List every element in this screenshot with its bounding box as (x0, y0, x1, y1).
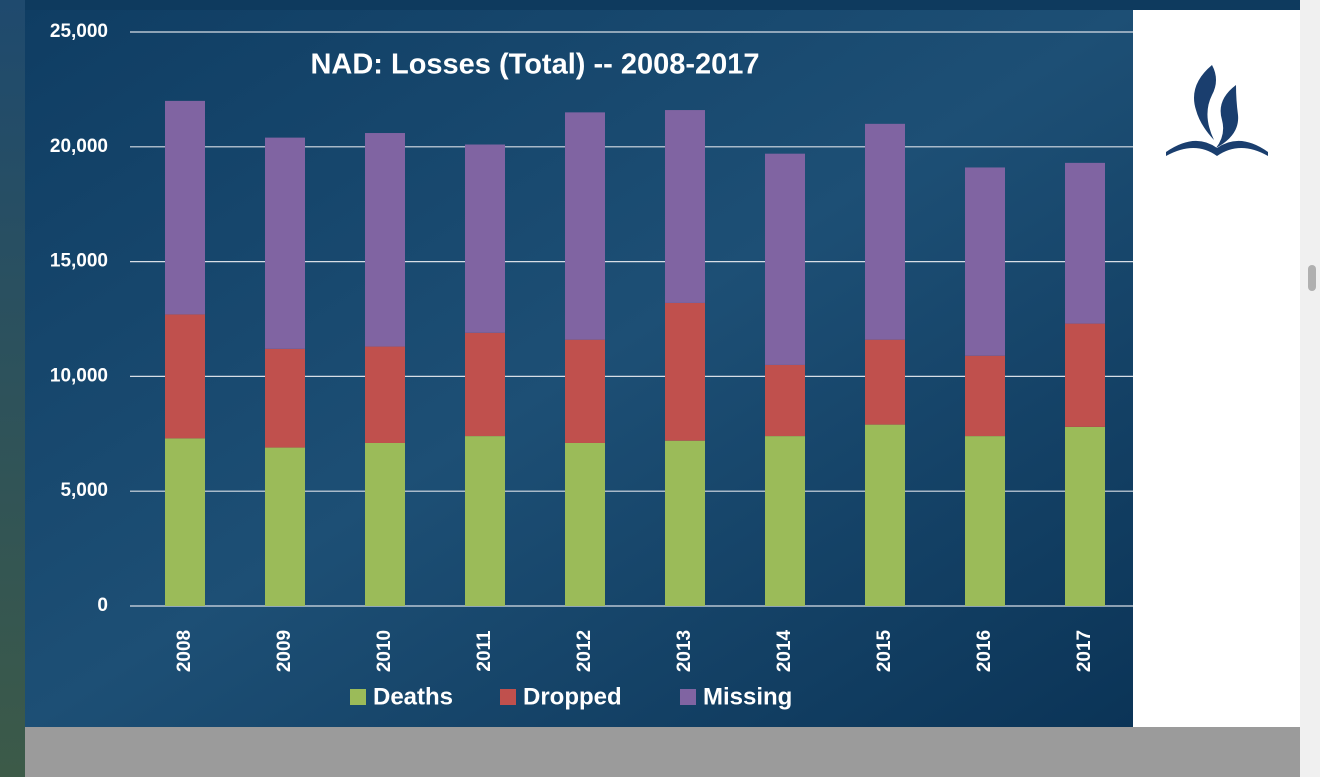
bottom-bar (25, 727, 1300, 777)
bar-segment (365, 347, 405, 443)
bar-segment (965, 356, 1005, 436)
x-tick-label: 2011 (474, 630, 495, 672)
bar-segment (165, 438, 205, 606)
bar-segment (465, 436, 505, 606)
y-tick-label: 5,000 (60, 480, 108, 501)
bar-segment (565, 112, 605, 339)
bar-segment (265, 349, 305, 448)
bar-segment (265, 138, 305, 349)
bar-segment (865, 425, 905, 606)
x-tick-label: 2013 (674, 630, 695, 672)
bar-segment (165, 101, 205, 315)
x-tick-label: 2010 (374, 630, 395, 672)
y-tick-label: 0 (97, 595, 108, 616)
bar-segment (765, 154, 805, 365)
bar-segment (365, 443, 405, 606)
y-tick-label: 25,000 (50, 21, 108, 42)
bar-segment (665, 303, 705, 441)
screen: NAD: Losses (Total) -- 2008-2017 0 5,000 1… (0, 0, 1320, 777)
scrollbar-track (1300, 0, 1320, 777)
bar-segment (1065, 324, 1105, 427)
bar-segment (165, 314, 205, 438)
legend-label: Missing (703, 683, 792, 710)
page: NAD: Losses (Total) -- 2008-2017 0 5,000 1… (0, 0, 1320, 777)
legend-label: Dropped (523, 683, 622, 710)
x-tick-label: 2015 (874, 629, 895, 672)
legend-swatch (680, 689, 696, 705)
bar-segment (965, 436, 1005, 606)
legend-label: Deaths (373, 683, 453, 710)
y-tick-label: 15,000 (50, 251, 108, 272)
x-tick-label: 2012 (574, 630, 595, 672)
top-strip (25, 0, 1300, 10)
x-tick-label: 2016 (974, 630, 995, 672)
bar-segment (1065, 427, 1105, 606)
y-tick-label: 10,000 (50, 365, 108, 386)
bar-segment (565, 340, 605, 443)
scrollbar-thumb[interactable] (1308, 265, 1316, 291)
bar-segment (865, 340, 905, 425)
x-tick-label: 2014 (774, 629, 795, 672)
bar-segment (865, 124, 905, 340)
x-tick-label: 2009 (274, 630, 295, 672)
legend-swatch (500, 689, 516, 705)
bar-segment (665, 110, 705, 303)
x-tick-label: 2017 (1074, 630, 1095, 672)
bar-segment (1065, 163, 1105, 324)
logo-panel (1133, 10, 1300, 727)
bar-segment (565, 443, 605, 606)
chart-title: NAD: Losses (Total) -- 2008-2017 (310, 49, 759, 81)
y-tick-label: 20,000 (50, 136, 108, 157)
bar-segment (465, 145, 505, 333)
bar-segment (465, 333, 505, 436)
bar-segment (365, 133, 405, 347)
legend-swatch (350, 689, 366, 705)
x-tick-label: 2008 (174, 630, 195, 672)
bar-segment (665, 441, 705, 606)
bar-segment (765, 365, 805, 436)
bar-segment (765, 436, 805, 606)
bar-segment (265, 448, 305, 606)
bar-segment (965, 167, 1005, 355)
